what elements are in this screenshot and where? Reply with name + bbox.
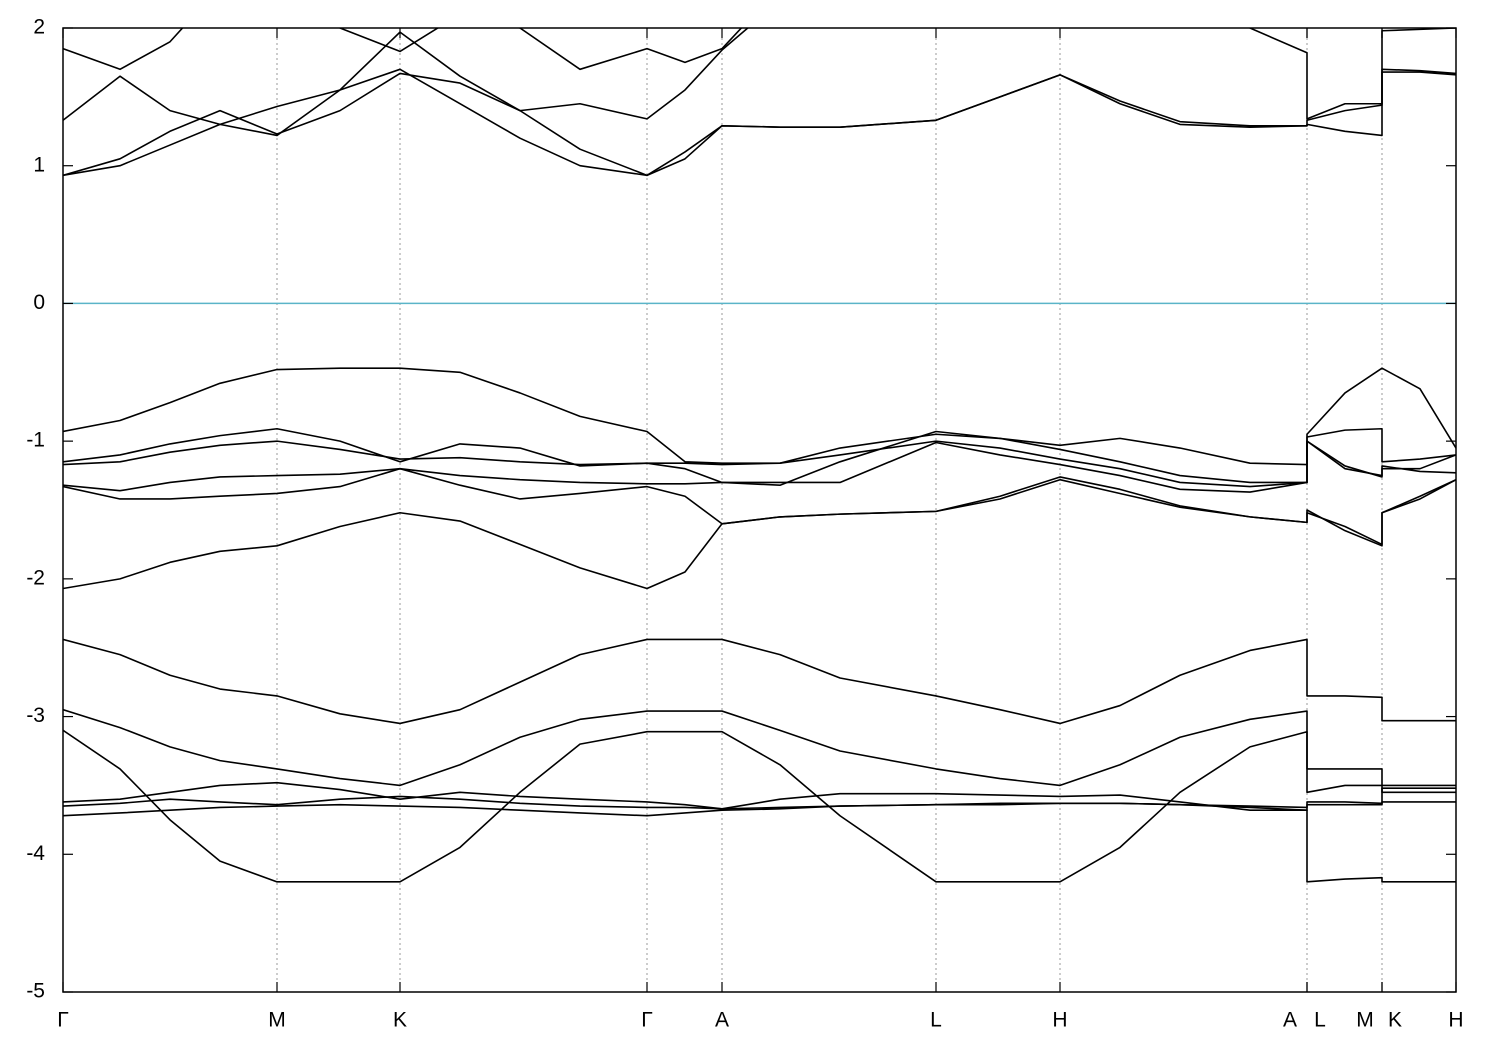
- y-tick-label: 0: [33, 291, 45, 314]
- x-tick-label: Γ: [641, 1009, 653, 1032]
- x-tick-label: A: [715, 1009, 729, 1032]
- y-tick-label: -1: [26, 429, 45, 452]
- band-line: [63, 638, 1456, 725]
- band-line: [63, 478, 1456, 590]
- x-tick-label: L: [930, 1009, 942, 1032]
- band-line: [63, 28, 1456, 137]
- plot-area: [63, 28, 1456, 992]
- band-line: [63, 708, 1456, 787]
- x-tick-label: M: [268, 1009, 286, 1032]
- x-tick-label: A: [1283, 1009, 1297, 1032]
- band-line: [63, 802, 1456, 883]
- x-tick-label: K: [1388, 1009, 1402, 1032]
- band-line: [63, 440, 1456, 493]
- plot-frame: [62, 27, 1457, 993]
- y-tick-label: 2: [33, 16, 45, 39]
- band-line: [63, 71, 1456, 177]
- band-line: [63, 427, 1456, 487]
- band-line: [63, 440, 1456, 488]
- y-tick-label: -4: [26, 842, 45, 865]
- band-line: [63, 729, 1456, 883]
- x-tick-label: M: [1356, 1009, 1374, 1032]
- y-tick-label: -2: [26, 566, 45, 589]
- x-tick-label: H: [1448, 1009, 1463, 1032]
- x-tick-label: K: [393, 1009, 407, 1032]
- band-line: [63, 781, 1456, 812]
- y-tick-label: -3: [26, 704, 45, 727]
- x-tick-label: H: [1052, 1009, 1067, 1032]
- bands: [63, 28, 1456, 883]
- y-tick-label: 1: [33, 153, 45, 176]
- x-tick-label: Γ: [57, 1009, 69, 1032]
- y-tick-label: -5: [26, 980, 45, 1003]
- x-tick-label: L: [1314, 1009, 1326, 1032]
